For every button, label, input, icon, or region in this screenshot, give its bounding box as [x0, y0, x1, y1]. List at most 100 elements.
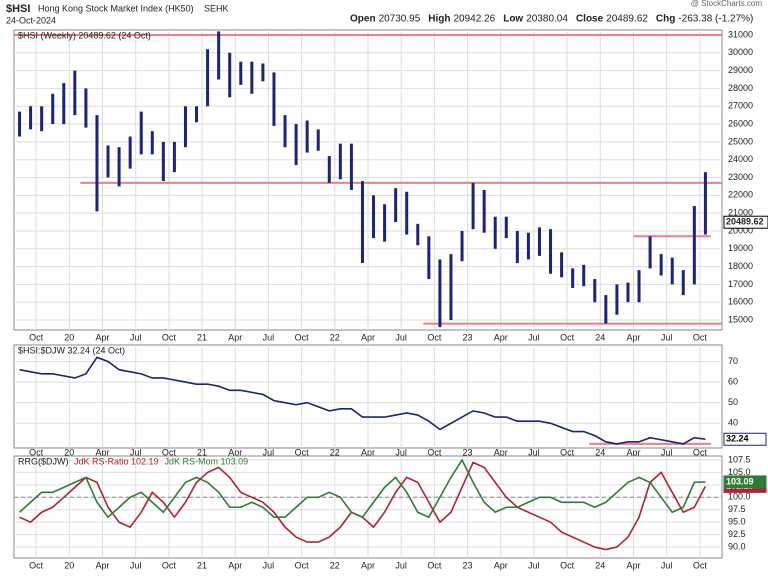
- x-tick-label: Oct: [29, 560, 44, 570]
- x-tick-label: Oct: [693, 560, 708, 570]
- x-tick-label: Jul: [528, 447, 540, 457]
- x-tick-label: 20: [64, 332, 74, 342]
- x-tick-label: Apr: [626, 560, 640, 570]
- symbol: $HSI: [6, 3, 30, 15]
- stat-value: 20380.04: [526, 14, 568, 25]
- x-tick-label: Apr: [228, 447, 242, 457]
- y-tick-label: 25000: [728, 136, 753, 146]
- stat-label: Low: [503, 14, 523, 25]
- x-tick-label: Oct: [693, 447, 708, 457]
- x-tick-label: Apr: [361, 332, 375, 342]
- x-tick-label: Jul: [661, 560, 673, 570]
- x-tick-label: Jul: [130, 560, 142, 570]
- legend-entry: JdK RS-Ratio 102.19: [74, 456, 159, 466]
- x-tick-label: Oct: [295, 447, 310, 457]
- x-tick-label: Jul: [130, 332, 142, 342]
- stat-label: Chg: [656, 14, 675, 25]
- x-tick-label: Apr: [626, 332, 640, 342]
- x-tick-label: Apr: [95, 447, 109, 457]
- y-tick-label: 70: [728, 356, 738, 366]
- x-tick-label: 23: [463, 560, 473, 570]
- x-tick-label: Oct: [162, 332, 177, 342]
- y-tick-label: 21000: [728, 208, 753, 218]
- x-tick-label: 22: [330, 560, 340, 570]
- y-tick-label: 100.0: [728, 492, 751, 502]
- x-tick-label: 20: [64, 560, 74, 570]
- x-tick-label: 24: [595, 447, 605, 457]
- source: @ StockCharts.com: [691, 0, 763, 8]
- value-tag-bg: [723, 215, 768, 229]
- y-tick-label: 92.5: [728, 529, 746, 539]
- x-tick-label: 21: [197, 560, 207, 570]
- y-tick-label: 16000: [728, 297, 753, 307]
- index-name: Hong Kong Stock Market Index (HK50): [38, 3, 194, 13]
- y-tick-label: 105.0: [728, 467, 751, 477]
- x-tick-label: Jul: [263, 447, 275, 457]
- x-tick-label: 20: [64, 447, 74, 457]
- stat-value: 20942.26: [454, 14, 496, 25]
- x-tick-label: Jul: [661, 332, 673, 342]
- value-tag-bg: [723, 475, 767, 489]
- x-tick-label: Oct: [693, 332, 708, 342]
- y-tick-label: 23000: [728, 172, 753, 182]
- x-tick-label: Jul: [528, 560, 540, 570]
- y-tick-label: 90.0: [728, 541, 746, 551]
- x-tick-label: 21: [197, 447, 207, 457]
- y-tick-label: 50: [728, 397, 738, 407]
- y-tick-label: 19000: [728, 243, 753, 253]
- x-tick-label: Oct: [29, 332, 44, 342]
- x-tick-label: Oct: [427, 447, 442, 457]
- x-tick-label: Apr: [95, 332, 109, 342]
- x-tick-label: Apr: [228, 332, 242, 342]
- y-tick-label: 30000: [728, 47, 753, 57]
- x-tick-label: Apr: [494, 332, 508, 342]
- x-tick-label: Jul: [263, 560, 275, 570]
- y-tick-label: 95.0: [728, 517, 746, 527]
- x-tick-label: Oct: [427, 332, 442, 342]
- x-tick-label: Oct: [427, 560, 442, 570]
- x-tick-label: 23: [463, 447, 473, 457]
- x-tick-label: Oct: [560, 560, 575, 570]
- stat-label: Close: [576, 14, 604, 25]
- y-tick-label: 60: [728, 376, 738, 386]
- x-tick-label: Jul: [528, 332, 540, 342]
- x-tick-label: 24: [595, 560, 605, 570]
- value-tag-bg: [723, 432, 767, 446]
- x-tick-label: Oct: [29, 447, 44, 457]
- x-tick-label: Apr: [228, 560, 242, 570]
- x-tick-label: Apr: [626, 447, 640, 457]
- x-tick-label: Oct: [560, 447, 575, 457]
- panel-title: $HSI:$DJW 32.24 (24 Oct): [18, 345, 125, 355]
- exchange: SEHK: [204, 3, 229, 13]
- x-tick-label: 22: [330, 332, 340, 342]
- stat-label: High: [428, 14, 450, 25]
- series-line: [19, 356, 706, 445]
- panel-title: RRG($DJW): [18, 456, 69, 466]
- stat-label: Open: [350, 14, 376, 25]
- x-tick-label: 23: [463, 332, 473, 342]
- y-tick-label: 24000: [728, 154, 753, 164]
- x-tick-label: Apr: [361, 447, 375, 457]
- x-tick-label: Jul: [395, 560, 407, 570]
- y-tick-label: 31000: [728, 29, 753, 39]
- x-tick-label: Jul: [395, 332, 407, 342]
- x-tick-label: 22: [330, 447, 340, 457]
- stat-value: 20730.95: [379, 14, 421, 25]
- x-tick-label: Apr: [95, 560, 109, 570]
- x-tick-label: Oct: [560, 332, 575, 342]
- x-tick-label: Jul: [263, 332, 275, 342]
- x-tick-label: Oct: [295, 332, 310, 342]
- x-tick-label: Oct: [162, 560, 177, 570]
- y-tick-label: 40: [728, 418, 738, 428]
- x-tick-label: Apr: [494, 560, 508, 570]
- y-tick-label: 22000: [728, 190, 753, 200]
- x-tick-label: Oct: [162, 447, 177, 457]
- x-tick-label: Jul: [661, 447, 673, 457]
- date: 24-Oct-2024: [6, 15, 56, 25]
- value-tag: 32.24: [726, 434, 749, 444]
- y-tick-label: 28000: [728, 83, 753, 93]
- x-tick-label: Jul: [130, 447, 142, 457]
- y-tick-label: 97.5: [728, 504, 746, 514]
- y-tick-label: 20000: [728, 225, 753, 235]
- y-tick-label: 18000: [728, 261, 753, 271]
